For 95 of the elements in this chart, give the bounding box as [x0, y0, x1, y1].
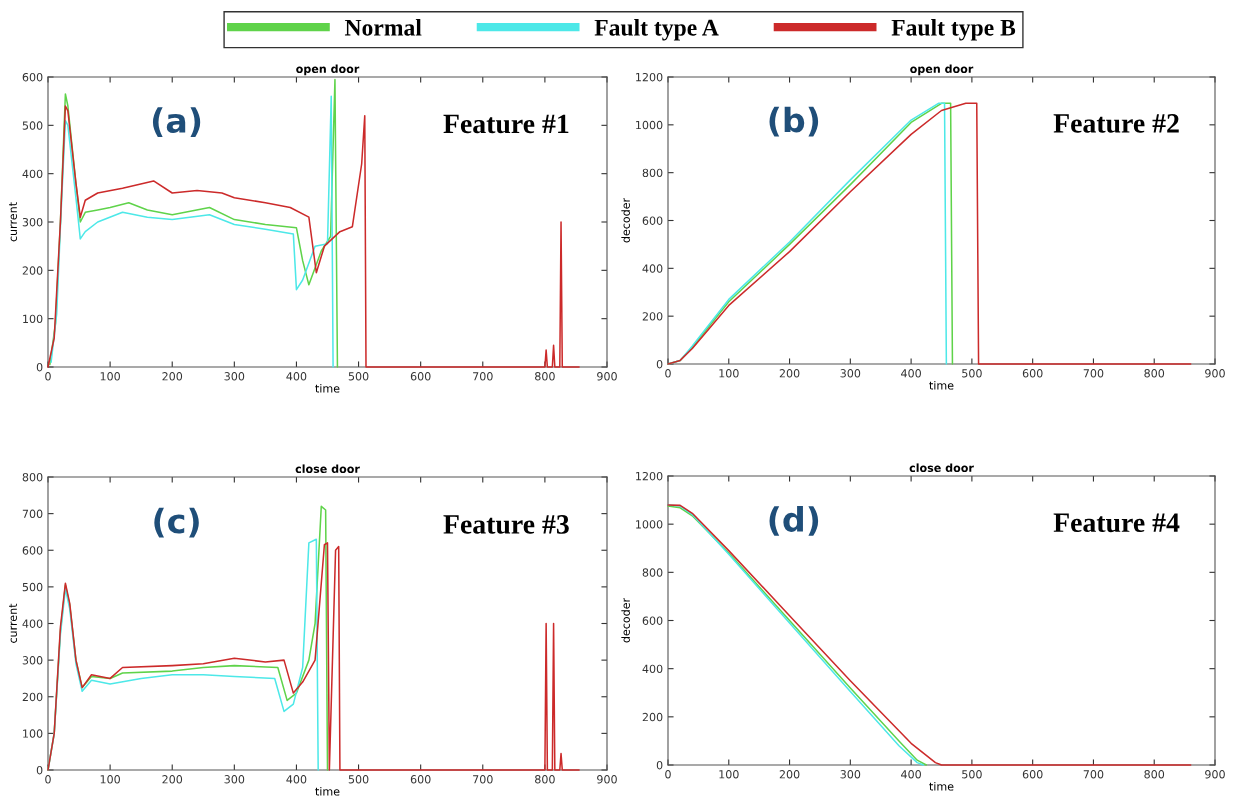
x-tick-label: 400 [901, 369, 921, 378]
x-tick-label: 200 [779, 770, 800, 779]
x-tick-label: 900 [1205, 369, 1225, 378]
x-axis-title: time [315, 384, 340, 393]
x-tick-label: 300 [840, 770, 861, 779]
y-tick-label: 1000 [636, 120, 663, 130]
y-axis-title: decoder [621, 197, 630, 243]
x-tick-label: 900 [597, 372, 617, 381]
y-tick-label: 800 [22, 472, 43, 482]
x-tick-label: 800 [1144, 369, 1165, 378]
y-tick-label: 1000 [636, 520, 663, 529]
x-tick-label: 100 [719, 770, 739, 779]
x-axis-title: time [315, 787, 340, 796]
x-tick-label: 100 [100, 372, 120, 381]
y-tick-label: 200 [642, 312, 663, 321]
line-series [47, 105, 580, 368]
y-tick-label: 100 [23, 314, 43, 324]
x-tick-label: 700 [1083, 369, 1104, 378]
y-tick-label: 400 [642, 264, 663, 273]
x-tick-label: 600 [410, 372, 431, 381]
legend-label: Normal [344, 19, 422, 36]
x-tick-label: 700 [473, 775, 493, 784]
y-tick-label: 600 [642, 616, 663, 625]
x-tick-label: 200 [162, 372, 183, 381]
x-tick-label: 600 [1022, 369, 1043, 378]
x-tick-label: 200 [779, 369, 800, 378]
x-tick-label: 800 [535, 775, 555, 784]
x-tick-label: 300 [840, 369, 861, 378]
y-tick-label: 600 [642, 216, 663, 225]
line-series [667, 504, 1192, 766]
line-series [47, 542, 580, 771]
x-tick-label: 800 [1144, 770, 1165, 779]
y-tick-label: 700 [22, 509, 43, 518]
x-tick-label: 0 [45, 775, 51, 784]
y-axis-title: decoder [621, 597, 630, 643]
x-tick-label: 0 [665, 369, 671, 378]
annotation: Feature #3 [443, 515, 569, 534]
y-tick-label: 500 [22, 582, 43, 592]
y-tick-label: 1200 [636, 72, 663, 82]
y-tick-label: 800 [642, 168, 663, 178]
y-tick-label: 300 [22, 656, 43, 665]
y-tick-label: 0 [656, 760, 663, 770]
y-tick-label: 0 [656, 359, 663, 369]
y-axis-title: current [9, 603, 17, 643]
y-tick-label: 200 [22, 692, 43, 702]
x-tick-label: 400 [286, 775, 307, 784]
x-tick-label: 100 [100, 775, 120, 784]
y-tick-label: 200 [22, 266, 43, 275]
legend-label: Fault type B [891, 19, 1016, 41]
x-tick-label: 200 [162, 775, 183, 784]
x-tick-label: 0 [665, 770, 671, 779]
x-tick-label: 100 [719, 369, 739, 378]
chart-title: open door [296, 64, 360, 76]
legend-label: Fault type A [594, 19, 719, 41]
chart-title: open door [910, 64, 974, 76]
x-tick-label: 900 [1205, 770, 1225, 779]
y-tick-label: 500 [22, 121, 43, 130]
x-tick-label: 700 [1083, 770, 1104, 779]
x-axis-title: time [929, 782, 954, 791]
annotation: (c) [154, 507, 199, 538]
annotation: Feature #2 [1053, 114, 1179, 133]
y-tick-label: 100 [23, 729, 43, 738]
y-tick-label: 300 [22, 217, 43, 227]
y-tick-label: 400 [22, 619, 43, 628]
line-series [667, 102, 1192, 365]
y-axis-title: current [9, 202, 17, 242]
x-tick-label: 800 [535, 372, 555, 381]
y-tick-label: 600 [22, 546, 43, 555]
x-tick-label: 500 [962, 770, 982, 779]
chart-title: close door [295, 464, 360, 473]
x-tick-label: 500 [962, 369, 982, 378]
x-tick-label: 600 [1022, 770, 1043, 779]
y-tick-label: 200 [642, 712, 663, 722]
chart-title: close door [909, 463, 974, 472]
annotation: Feature #4 [1053, 513, 1180, 533]
annotation: Feature #1 [443, 114, 569, 134]
y-tick-label: 600 [22, 72, 43, 82]
y-tick-label: 800 [642, 568, 663, 577]
x-tick-label: 300 [224, 372, 245, 381]
x-axis-title: time [929, 381, 954, 390]
annotation: (d) [769, 506, 819, 536]
x-tick-label: 900 [597, 775, 617, 784]
x-tick-label: 600 [410, 775, 431, 784]
x-tick-label: 400 [286, 372, 307, 381]
x-tick-label: 500 [348, 775, 369, 784]
annotation: (a) [152, 107, 201, 137]
x-tick-label: 300 [224, 775, 245, 784]
x-tick-label: 0 [45, 372, 51, 381]
x-tick-label: 500 [348, 372, 369, 381]
x-tick-label: 700 [473, 372, 493, 381]
annotation: (b) [769, 106, 819, 137]
y-tick-label: 400 [642, 664, 663, 674]
y-tick-label: 400 [22, 169, 43, 179]
y-tick-label: 1200 [636, 471, 663, 481]
x-tick-label: 400 [901, 770, 921, 779]
